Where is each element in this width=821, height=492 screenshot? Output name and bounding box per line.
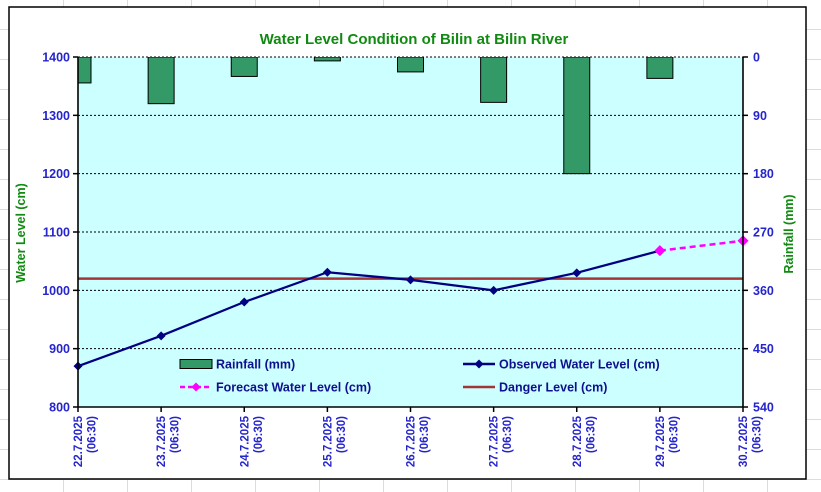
rainfall-tick-label: 0 <box>753 51 760 65</box>
wl-tick-label: 1000 <box>42 284 70 298</box>
x-axis-label: 27.7.2025 (06:30) <box>489 415 515 467</box>
rainfall-tick-label: 90 <box>753 109 767 123</box>
rainfall-tick-label: 540 <box>753 401 774 415</box>
x-axis-label: 28.7.2025 (06:30) <box>572 415 598 467</box>
rainfall-tick-label: 360 <box>753 284 774 298</box>
x-axis-label: 29.7.2025 (06:30) <box>655 415 681 467</box>
observed-marker <box>489 285 499 295</box>
legend-label-danger: Danger Level (cm) <box>499 381 607 395</box>
x-axis-label: 22.7.2025 (06:30) <box>73 415 99 467</box>
chart-object: 1400 1300 1200 1100 1000 900 800 0 90 180 270 360 45… <box>8 6 808 481</box>
legend: Rainfall (mm) Observed Water Level (cm) … <box>179 358 660 395</box>
chart-canvas: 1400 1300 1200 1100 1000 900 800 0 90 180 270 360 45… <box>8 6 807 480</box>
wl-tick-label: 1400 <box>42 51 70 65</box>
rainfall-bar <box>230 57 258 77</box>
wl-tick-label: 800 <box>49 401 70 415</box>
observed-marker <box>572 268 582 278</box>
x-axis-label: 25.7.2025 (06:30) <box>322 415 348 467</box>
legend-label-rainfall: Rainfall (mm) <box>216 358 295 372</box>
chart-title: Water Level Condition of Bilin at Bilin … <box>260 31 569 48</box>
x-axis-label: 24.7.2025 (06:30) <box>239 415 265 467</box>
rainfall-tick-label: 450 <box>753 342 774 356</box>
x-axis-label: 30.7.2025 (06:30) <box>738 415 764 467</box>
wl-tick-label: 1200 <box>42 167 70 181</box>
rainfall-bar <box>313 57 341 62</box>
rainfall-bars <box>78 57 674 175</box>
forecast-marker <box>654 245 666 257</box>
observed-marker <box>322 267 332 277</box>
rainfall-bar <box>147 57 175 105</box>
left-axis-title: Water Level (cm) <box>14 183 28 283</box>
rainfall-bar <box>480 57 508 103</box>
x-axis-label: 23.7.2025 (06:30) <box>156 415 182 467</box>
wl-tick-label: 1100 <box>43 226 70 240</box>
x-axis-label: 26.7.2025 (06:30) <box>406 415 432 467</box>
legend-label-observed: Observed Water Level (cm) <box>499 358 660 372</box>
legend-label-forecast: Forecast Water Level (cm) <box>216 381 371 395</box>
rainfall-tick-label: 270 <box>753 226 774 240</box>
legend-swatch-rainfall <box>179 359 213 369</box>
observed-line <box>77 249 661 368</box>
rainfall-tick-label: 180 <box>753 167 774 181</box>
rainfall-bar <box>646 57 674 79</box>
forecast-line <box>659 239 744 252</box>
wl-tick-label: 900 <box>49 342 70 356</box>
observed-marker <box>156 331 166 341</box>
rainfall-bar <box>563 57 591 175</box>
observed-marker <box>406 275 415 285</box>
wl-tick-label: 1300 <box>42 109 70 123</box>
rainfall-bar <box>78 57 92 84</box>
observed-marker <box>239 297 249 307</box>
rainfall-bar <box>397 57 424 73</box>
legend-swatch-forecast-marker <box>191 382 201 392</box>
legend-swatch-observed-marker <box>474 359 484 369</box>
right-axis-title: Rainfall (mm) <box>782 194 796 273</box>
